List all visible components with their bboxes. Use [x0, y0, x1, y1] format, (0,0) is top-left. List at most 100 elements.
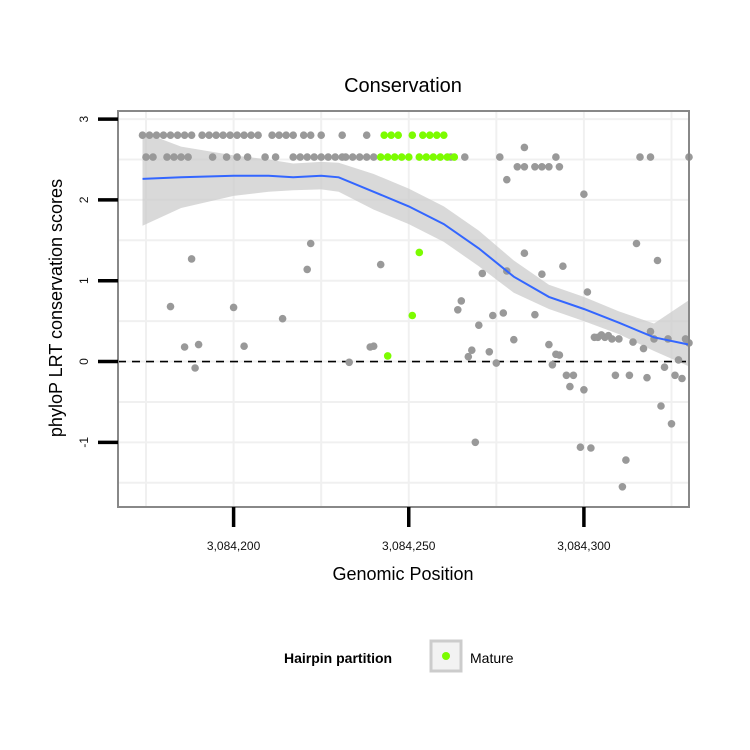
other-point: [275, 131, 283, 139]
other-point: [671, 371, 679, 380]
other-point: [485, 348, 494, 356]
other-point: [166, 131, 175, 139]
other-point: [496, 153, 504, 161]
other-point: [149, 153, 157, 161]
other-point: [212, 131, 220, 139]
smooth-line: [142, 174, 690, 346]
y-tick-label: 3: [77, 115, 91, 122]
legend-swatch-mature: [442, 652, 450, 660]
other-point: [513, 163, 522, 171]
mature-point: [426, 131, 434, 139]
legend-title: Hairpin partition: [284, 650, 392, 666]
other-point: [170, 153, 178, 161]
legend: Hairpin partition Mature: [284, 639, 514, 673]
other-point: [499, 309, 508, 317]
y-tick-label: 0: [77, 358, 91, 365]
other-point: [520, 249, 529, 257]
legend-label-mature: Mature: [470, 650, 514, 666]
other-point: [587, 444, 595, 452]
other-point: [531, 163, 539, 171]
other-point: [282, 131, 290, 139]
other-point: [303, 265, 312, 274]
other-point: [261, 153, 269, 161]
other-point: [362, 153, 371, 161]
mature-point: [397, 153, 406, 161]
other-point: [660, 363, 669, 372]
other-point: [555, 351, 564, 359]
other-point: [138, 131, 147, 139]
other-point: [471, 438, 480, 447]
other-point: [552, 153, 560, 161]
other-point: [317, 131, 326, 139]
other-point: [194, 340, 203, 349]
other-point: [145, 131, 154, 139]
other-point: [278, 314, 287, 323]
chart-title: Conservation: [344, 75, 462, 97]
mature-point: [383, 352, 392, 360]
other-point: [566, 382, 574, 391]
other-point: [191, 364, 199, 372]
other-point: [457, 297, 466, 305]
mature-point: [433, 131, 441, 139]
other-point: [632, 239, 641, 248]
other-point: [369, 153, 378, 161]
other-point: [222, 153, 231, 161]
other-point: [618, 483, 627, 491]
other-point: [622, 456, 630, 464]
other-point: [247, 131, 255, 139]
mature-point: [405, 153, 413, 161]
mature-point: [419, 131, 427, 139]
mature-point: [415, 153, 424, 161]
y-tick-label: -1: [77, 437, 91, 448]
other-point: [268, 131, 276, 139]
other-point: [625, 371, 634, 380]
other-point: [468, 346, 476, 355]
other-point: [674, 356, 683, 364]
other-point: [303, 153, 312, 161]
y-tick-label: 1: [77, 277, 91, 284]
other-point: [306, 131, 315, 139]
confidence-band: [142, 132, 689, 367]
mature-point: [383, 153, 392, 161]
other-point: [180, 131, 189, 139]
other-point: [289, 131, 298, 139]
other-point: [341, 153, 350, 161]
mature-point: [408, 311, 417, 320]
confidence-band-area: [142, 132, 689, 367]
other-point: [489, 311, 497, 320]
other-point: [306, 239, 315, 248]
mature-point: [380, 131, 389, 139]
x-tick-label: 3,084,250: [382, 539, 436, 553]
other-point: [184, 153, 192, 161]
other-point: [646, 327, 655, 336]
other-point: [510, 335, 518, 344]
mature-point: [415, 248, 424, 257]
x-tick-label: 3,084,200: [207, 539, 261, 553]
other-point: [548, 361, 557, 369]
other-point: [608, 335, 616, 343]
other-point: [555, 163, 564, 171]
other-point: [198, 131, 206, 139]
other-point: [166, 302, 175, 311]
other-point: [271, 153, 280, 161]
other-point: [355, 153, 364, 161]
other-point: [615, 335, 623, 343]
other-point: [667, 420, 676, 428]
other-point: [233, 153, 241, 161]
panel-border: [117, 110, 690, 508]
mature-point: [376, 153, 385, 161]
other-point: [464, 352, 473, 361]
mature-point: [394, 131, 403, 139]
other-point: [159, 131, 168, 139]
other-point: [629, 338, 637, 346]
other-point: [229, 303, 238, 312]
other-point: [142, 153, 150, 161]
mature-point: [390, 153, 399, 161]
other-point: [461, 153, 469, 161]
y-axis-title: phyloP LRT conservation scores: [46, 179, 66, 437]
other-point: [331, 153, 340, 161]
mature-point: [440, 131, 448, 139]
other-point: [639, 344, 648, 353]
other-point: [538, 163, 546, 171]
data-points: [138, 131, 693, 491]
